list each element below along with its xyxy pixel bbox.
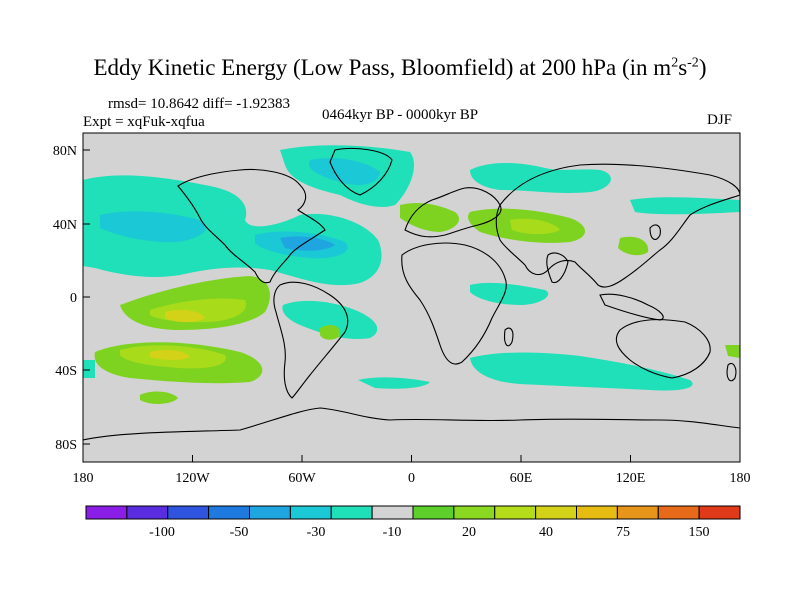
colorbar bbox=[85, 505, 741, 520]
colorbar-swatch bbox=[249, 505, 291, 520]
coast-south-america bbox=[273, 281, 349, 399]
season-label: DJF bbox=[707, 112, 733, 128]
colorbar-swatch bbox=[208, 505, 251, 520]
period-label: 0464kyr BP - 0000kyr BP bbox=[322, 107, 479, 123]
colorbar-label: 150 bbox=[689, 525, 710, 540]
anomaly-fields bbox=[83, 145, 740, 404]
anomaly-north-pacific-core bbox=[100, 211, 206, 243]
colorbar-swatch bbox=[167, 505, 210, 520]
axis-ticks bbox=[82, 149, 741, 462]
y-tick-label: 80N bbox=[53, 144, 77, 159]
colorbar-swatch bbox=[330, 505, 373, 520]
colorbar-swatch bbox=[535, 505, 578, 520]
x-tick-label: 0 bbox=[408, 471, 415, 486]
colorbar-swatch bbox=[126, 505, 169, 520]
coast-indonesia bbox=[599, 293, 664, 321]
colorbar-label: -100 bbox=[149, 525, 175, 540]
colorbar-swatch bbox=[412, 505, 455, 520]
colorbar-swatch bbox=[85, 505, 128, 520]
anomaly-africa bbox=[470, 282, 549, 305]
anomaly-south-pacific-peak-s bbox=[150, 349, 190, 361]
y-tick-label: 0 bbox=[70, 291, 77, 306]
anomaly-canada-core bbox=[309, 158, 380, 185]
anomaly-pacific-spot bbox=[140, 391, 178, 404]
coast-north-america bbox=[177, 169, 326, 284]
x-tick-label: 180 bbox=[730, 471, 751, 486]
coast-japan bbox=[649, 224, 661, 240]
coast-new-zealand bbox=[726, 362, 737, 382]
anomaly-north-russia bbox=[470, 163, 611, 193]
anomaly-east-pacific bbox=[282, 300, 378, 339]
colorbar-label: 75 bbox=[616, 525, 630, 540]
coast-greenland bbox=[329, 147, 393, 196]
colorbar-swatch bbox=[657, 505, 700, 520]
y-tick-label: 40N bbox=[53, 218, 77, 233]
anomaly-north-siberia bbox=[630, 197, 740, 215]
anomaly-pacific-west-edge bbox=[83, 360, 95, 378]
colorbar-label: 20 bbox=[462, 525, 476, 540]
colorbar-swatch bbox=[289, 505, 332, 520]
x-tick-label: 180 bbox=[73, 471, 94, 486]
anomaly-middle-east-core bbox=[510, 218, 560, 235]
x-tick-label: 120W bbox=[175, 471, 210, 486]
colorbar-swatch bbox=[371, 505, 414, 520]
colorbar-label: -50 bbox=[230, 525, 249, 540]
coast-madagascar bbox=[504, 327, 514, 347]
anomaly-south-east-pacific-edge bbox=[725, 345, 740, 358]
anomaly-europe bbox=[400, 202, 460, 232]
coast-asia bbox=[495, 163, 740, 288]
colorbar-swatch bbox=[494, 505, 537, 520]
colorbar-swatch bbox=[576, 505, 618, 520]
colorbar-label: 40 bbox=[539, 525, 553, 540]
y-tick-label: 80S bbox=[55, 438, 77, 453]
anomaly-andes bbox=[320, 324, 341, 340]
coast-india bbox=[546, 252, 569, 284]
anomaly-south-atlantic bbox=[358, 377, 430, 389]
anomaly-south-pacific-peak-n bbox=[165, 310, 205, 323]
colorbar-label: -10 bbox=[383, 525, 402, 540]
stats-text: rmsd= 10.8642 diff= -1.92383 bbox=[108, 96, 291, 112]
coast-antarctica bbox=[83, 407, 740, 441]
x-tick-label: 60E bbox=[510, 471, 533, 486]
y-tick-label: 40S bbox=[55, 364, 77, 379]
experiment-label: Expt = xqFuk-xqfua bbox=[83, 114, 205, 130]
anomaly-atlantic-deep bbox=[280, 236, 335, 251]
coastlines bbox=[83, 147, 740, 441]
x-tick-label: 120E bbox=[616, 471, 646, 486]
anomaly-indian-ocean bbox=[470, 352, 693, 391]
coast-australia bbox=[615, 319, 711, 379]
colorbar-swatch bbox=[453, 505, 496, 520]
colorbar-swatch bbox=[616, 505, 659, 520]
anomaly-east-china bbox=[618, 236, 649, 256]
x-tick-label: 60W bbox=[288, 471, 316, 486]
colorbar-label: -30 bbox=[307, 525, 326, 540]
colorbar-swatch bbox=[698, 505, 741, 520]
coast-africa bbox=[401, 242, 507, 365]
plot-title: Eddy Kinetic Energy (Low Pass, Bloomfiel… bbox=[93, 55, 707, 80]
